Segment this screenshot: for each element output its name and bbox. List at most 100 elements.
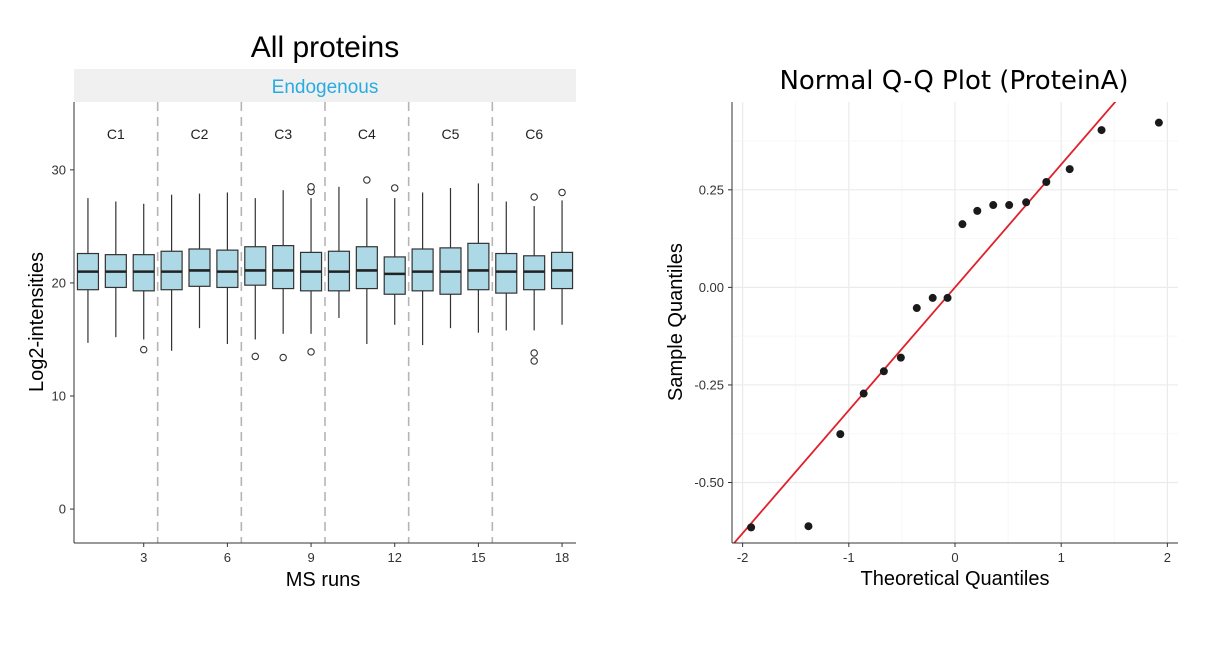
box-run-18 — [550, 188, 574, 325]
qq-x-tick-label: 1 — [1058, 550, 1065, 565]
x-tick-label: 3 — [140, 550, 147, 565]
box-run-11 — [355, 176, 378, 344]
y-tick-label: 0 — [59, 502, 66, 517]
condition-labels: C1 C2 C3 C4 C5 C6 — [107, 126, 543, 142]
box-body — [272, 245, 295, 290]
outlier-point — [363, 176, 371, 184]
qq-plot-chart: Normal Q-Q Plot (ProteinA) -0.50 -0.25 0.0… — [665, 66, 1178, 590]
qq-x-tick-label: 0 — [951, 550, 958, 565]
x-tick-label: 9 — [307, 550, 314, 565]
box-run-17 — [523, 193, 546, 365]
x-tick-label: 12 — [387, 550, 401, 565]
y-tick-label: 20 — [52, 275, 66, 290]
qq-point — [973, 206, 982, 215]
qq-y-tick-label: -0.50 — [694, 475, 724, 490]
box-run-6 — [216, 192, 239, 344]
reference-line — [733, 102, 1117, 543]
qq-title: Normal Q-Q Plot (ProteinA) — [779, 66, 1128, 96]
qq-point — [1005, 201, 1014, 210]
box-run-15 — [467, 183, 490, 333]
qq-point — [836, 430, 845, 439]
box-body — [244, 246, 267, 286]
condition-label: C5 — [442, 126, 460, 142]
qq-point — [879, 367, 888, 376]
box-run-7 — [244, 198, 267, 361]
box-body — [411, 248, 434, 292]
condition-label: C3 — [274, 126, 292, 142]
points-layer — [747, 118, 1163, 532]
box-run-16 — [495, 201, 518, 331]
qq-point — [943, 293, 952, 302]
outlier-point — [530, 349, 538, 357]
qq-point — [747, 523, 756, 532]
qq-point — [804, 522, 813, 531]
x-tick-label: 18 — [555, 550, 569, 565]
boxes-layer — [76, 176, 574, 365]
qq-point — [1022, 198, 1031, 207]
box-run-8 — [272, 190, 295, 362]
x-axis-label: MS runs — [286, 569, 360, 591]
outlier-point — [139, 345, 148, 354]
condition-label: C1 — [107, 126, 125, 142]
x-ticks: 3 6 9 12 15 18 — [140, 543, 569, 565]
qq-y-ticks: -0.50 -0.25 0.00 0.25 — [694, 182, 732, 490]
qq-point — [912, 304, 921, 313]
facet-label: Endogenous — [272, 77, 379, 98]
qq-point — [958, 220, 967, 229]
box-body — [216, 249, 239, 289]
qq-point — [928, 293, 937, 302]
box-body — [495, 252, 518, 294]
condition-dividers — [156, 102, 494, 543]
condition-label: C4 — [358, 126, 376, 142]
boxplot-chart: All proteins Endogenous C1 C2 C3 C4 C5 C6 0 10… — [26, 31, 576, 591]
box-body — [188, 248, 211, 287]
qq-point — [1042, 178, 1051, 187]
qq-x-tick-label: -2 — [737, 550, 749, 565]
y-tick-label: 30 — [52, 162, 66, 177]
box-run-5 — [188, 193, 211, 329]
box-run-12 — [383, 184, 406, 325]
outlier-point — [558, 188, 566, 197]
condition-label: C6 — [525, 126, 543, 142]
box-body — [355, 246, 378, 290]
box-run-1 — [76, 198, 100, 343]
qq-y-tick-label: -0.25 — [694, 377, 724, 392]
qq-point — [896, 353, 905, 362]
outlier-point — [251, 352, 260, 361]
box-run-9 — [299, 183, 323, 356]
facet-strip — [74, 69, 576, 102]
box-run-14 — [439, 187, 462, 329]
outlier-point — [307, 183, 315, 191]
y-tick-label: 10 — [52, 389, 66, 404]
qq-point — [1097, 126, 1106, 135]
qq-y-axis-label: Sample Quantiles — [665, 243, 687, 401]
grid-lines — [732, 102, 1178, 543]
condition-label: C2 — [191, 126, 209, 142]
boxplot-title: All proteins — [251, 31, 399, 64]
outlier-point — [530, 193, 538, 201]
box-run-3 — [132, 203, 155, 354]
qq-x-tick-label: 2 — [1164, 550, 1171, 565]
outlier-point — [390, 184, 399, 192]
outlier-point — [530, 357, 538, 365]
qq-y-tick-label: 0.00 — [699, 280, 724, 295]
outlier-point — [307, 348, 315, 356]
qq-point — [859, 389, 868, 398]
qq-point — [1154, 118, 1163, 127]
x-tick-label: 15 — [471, 550, 485, 565]
qq-x-axis-label: Theoretical Quantiles — [861, 568, 1050, 590]
qq-x-ticks: -2 -1 0 1 2 — [737, 543, 1171, 565]
outlier-point — [279, 353, 287, 362]
y-axis-label: Log2-intensities — [26, 252, 48, 392]
qq-point — [1065, 165, 1074, 174]
box-run-2 — [104, 201, 127, 338]
qq-point — [989, 201, 998, 210]
box-run-13 — [411, 192, 434, 346]
box-run-4 — [160, 194, 183, 351]
qq-x-tick-label: -1 — [843, 550, 855, 565]
qq-y-tick-label: 0.25 — [699, 182, 724, 197]
box-body — [383, 256, 406, 295]
box-run-10 — [327, 186, 351, 318]
x-tick-label: 6 — [224, 550, 231, 565]
